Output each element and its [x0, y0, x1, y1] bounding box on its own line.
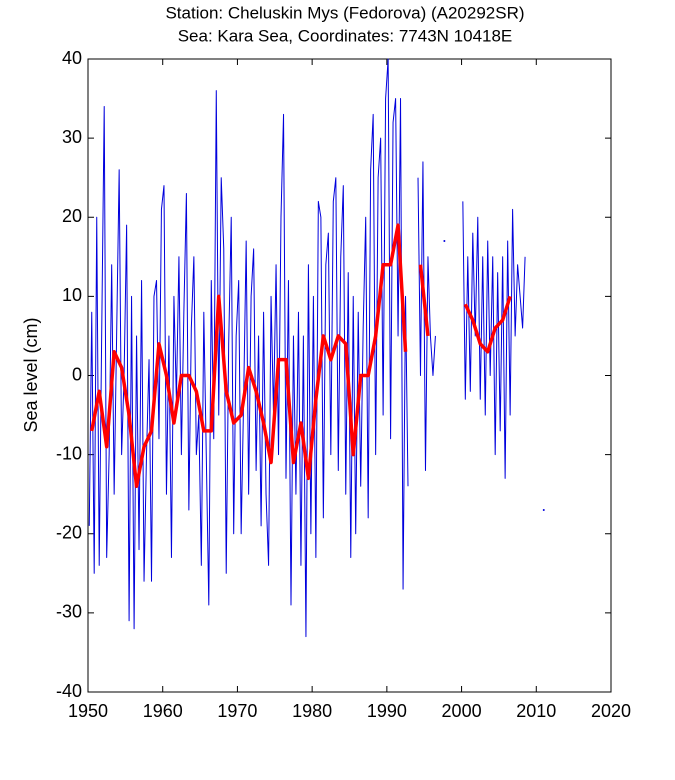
x-tick-label: 2000: [442, 701, 482, 721]
chart-subtitle: Sea: Kara Sea, Coordinates: 7743N 10418E: [178, 26, 513, 45]
y-tick-label: -40: [56, 681, 82, 701]
series-point: [443, 239, 446, 242]
y-tick-label: 20: [62, 206, 82, 226]
y-tick-label: -30: [56, 602, 82, 622]
series-line: [88, 58, 409, 638]
y-tick-label: -20: [56, 523, 82, 543]
chart-title: Station: Cheluskin Mys (Fedorova) (A2029…: [165, 3, 524, 22]
series-line: [463, 295, 512, 354]
y-tick-label: -10: [56, 443, 82, 463]
y-tick-label: 0: [72, 364, 82, 384]
series-line: [418, 264, 430, 337]
series-line: [462, 201, 526, 479]
x-tick-label: 1990: [367, 701, 407, 721]
x-tick-label: 1950: [68, 701, 108, 721]
series-point: [542, 509, 545, 512]
y-tick-label: 40: [62, 48, 82, 68]
series-line: [90, 223, 408, 489]
x-tick-label: 1960: [143, 701, 183, 721]
x-tick-label: 2010: [516, 701, 556, 721]
y-tick-label: 10: [62, 285, 82, 305]
x-tick-label: 1970: [217, 701, 257, 721]
series-line: [417, 161, 436, 471]
x-tick-label: 2020: [591, 701, 631, 721]
x-tick-label: 1980: [292, 701, 332, 721]
y-axis-label: Sea level (cm): [21, 317, 41, 432]
y-tick-label: 30: [62, 127, 82, 147]
